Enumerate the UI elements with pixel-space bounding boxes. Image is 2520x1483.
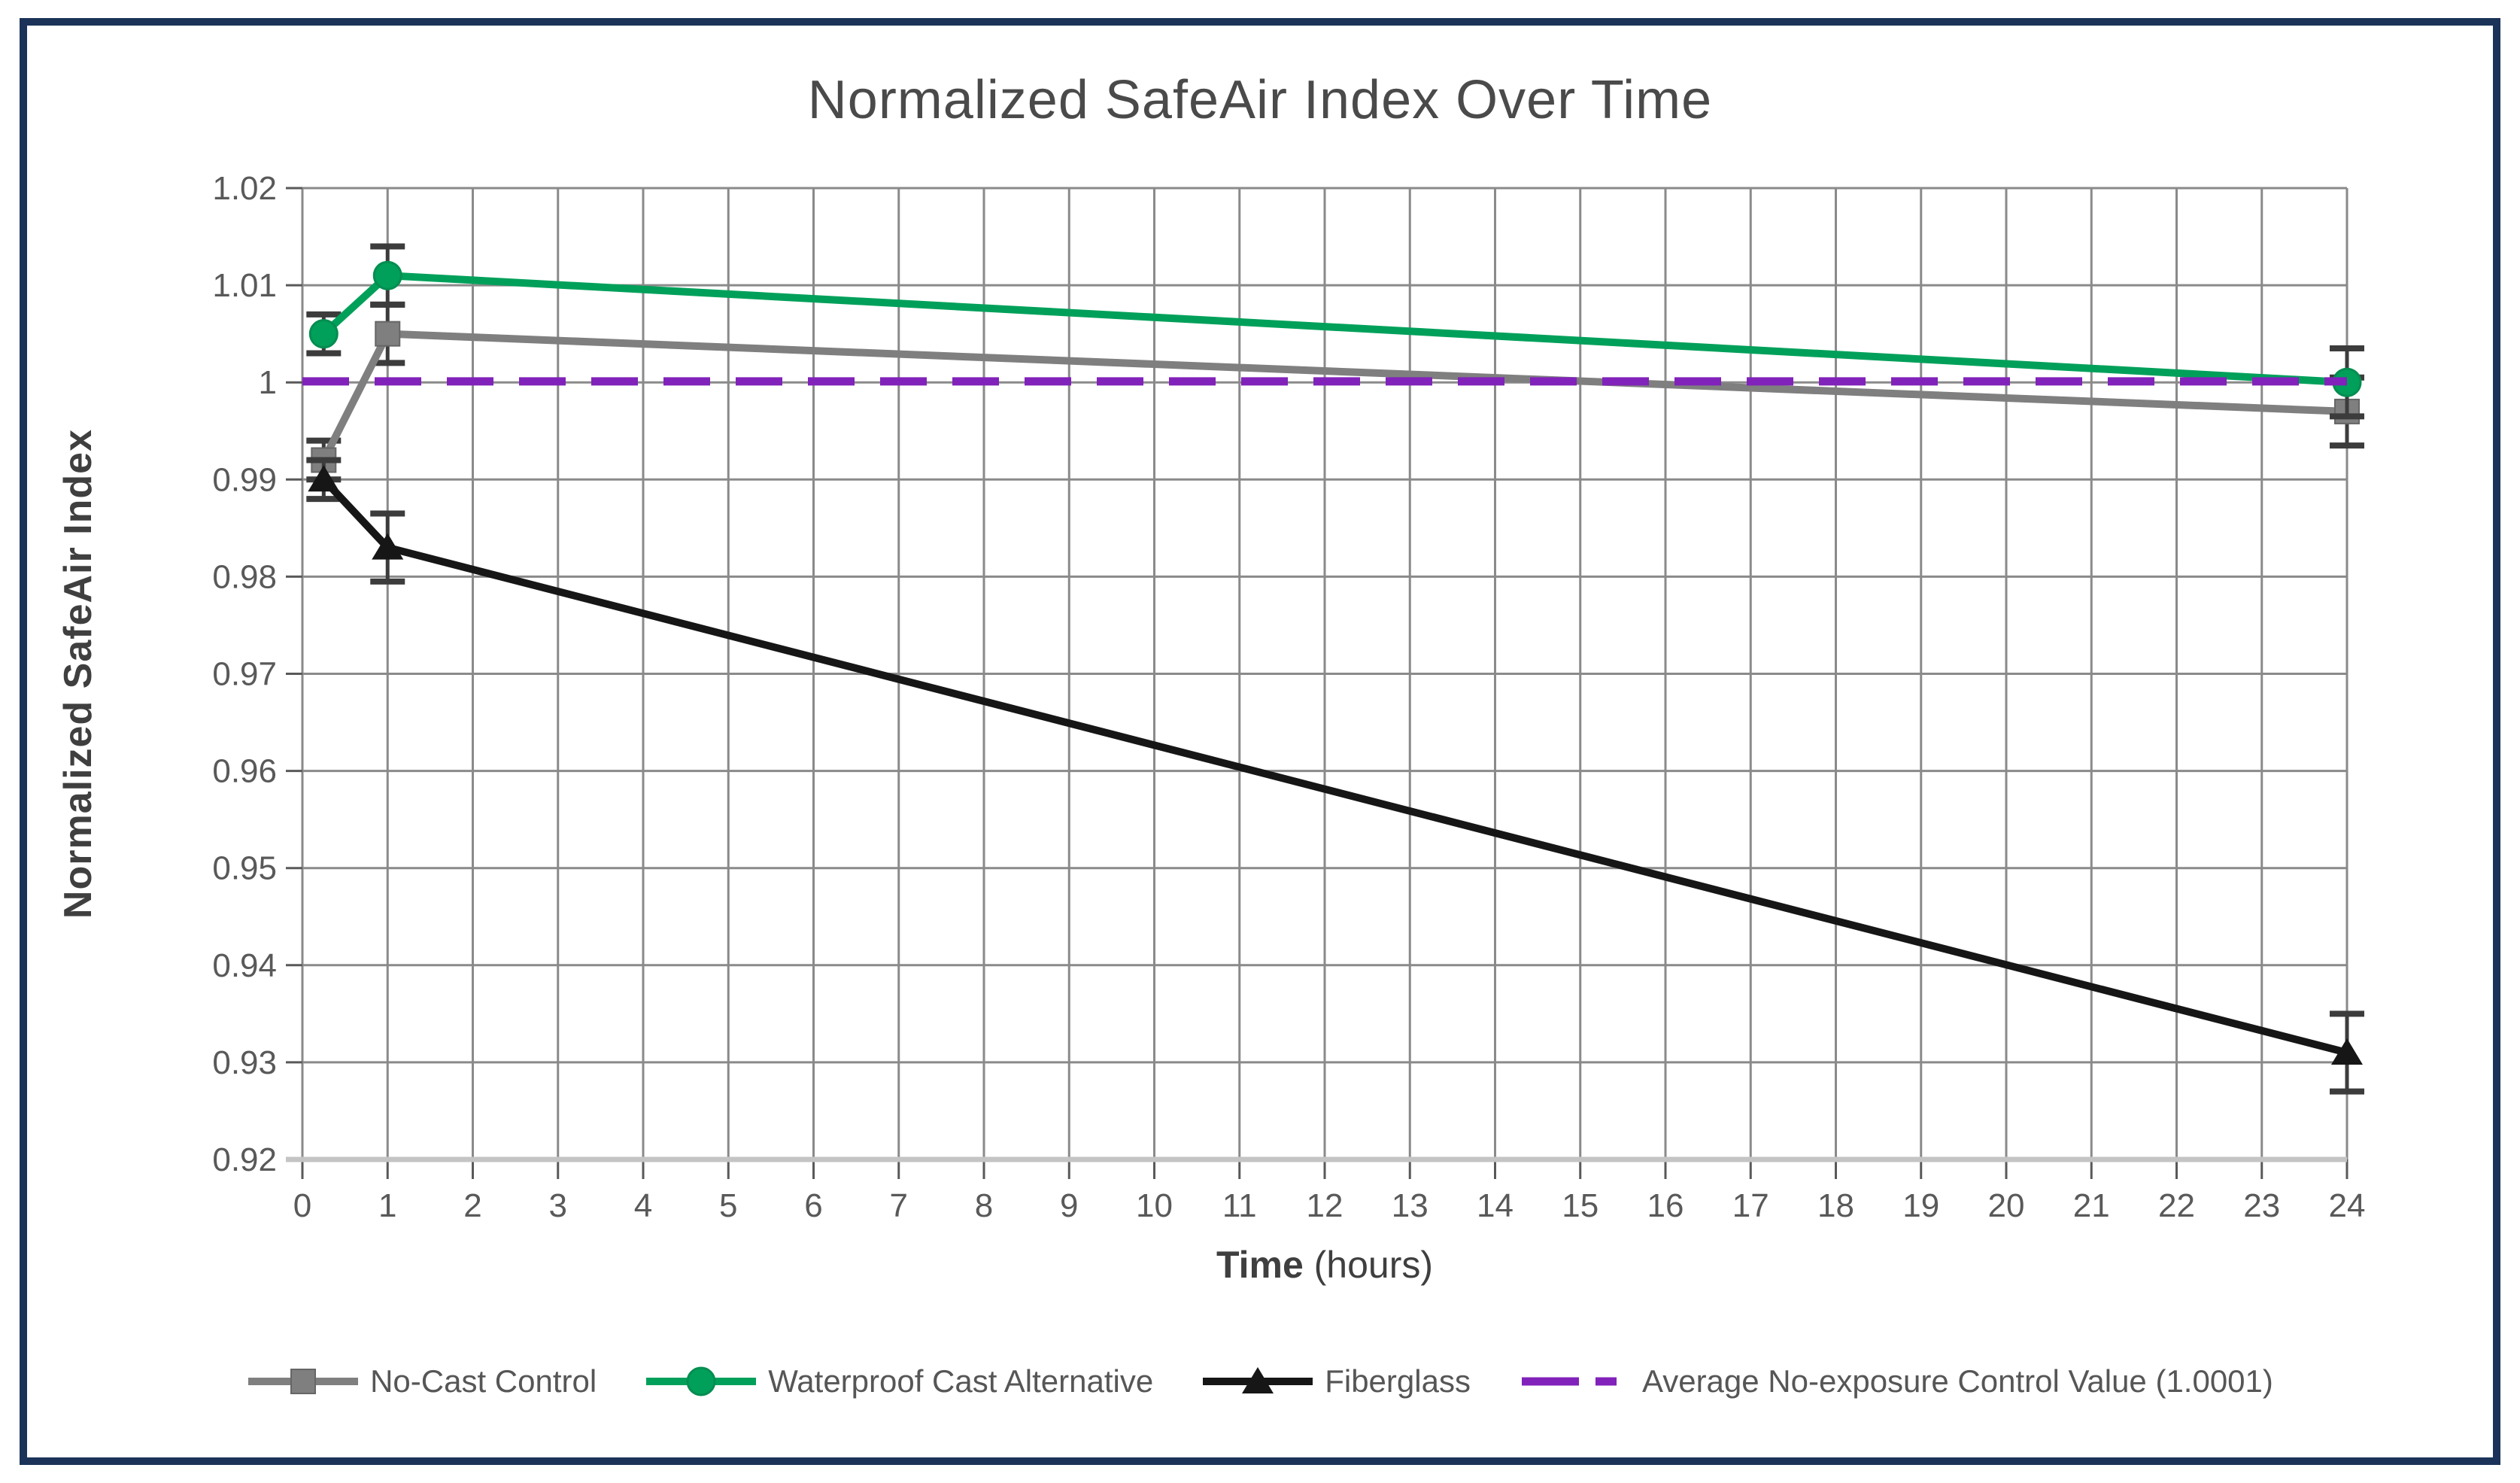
legend: No-Cast Control Waterproof Cast Alternati…	[0, 1363, 2520, 1399]
y-tick-label: 0.94	[212, 947, 277, 984]
x-tick-label: 17	[1732, 1187, 1769, 1224]
x-tick-label: 10	[1136, 1187, 1173, 1224]
x-tick-label: 4	[634, 1187, 652, 1224]
legend-item: Fiberglass	[1201, 1363, 1471, 1399]
y-tick-label: 0.96	[212, 753, 277, 790]
x-tick-label: 0	[293, 1187, 311, 1224]
x-tick-label: 16	[1647, 1187, 1684, 1224]
y-tick-label: 0.99	[212, 461, 277, 498]
legend-item: Waterproof Cast Alternative	[645, 1363, 1153, 1399]
x-tick-label: 19	[1902, 1187, 1939, 1224]
x-tick-label: 22	[2158, 1187, 2195, 1224]
x-tick-label: 11	[1222, 1187, 1257, 1224]
y-tick-label: 0.98	[212, 558, 277, 595]
x-tick-label: 2	[463, 1187, 481, 1224]
legend-label: Average No-exposure Control Value (1.000…	[1641, 1363, 2273, 1399]
axis-ticks	[286, 187, 2348, 1179]
x-tick-label: 14	[1477, 1187, 1514, 1224]
legend-item: No-Cast Control	[247, 1363, 597, 1399]
series-waterproof-cast-alternative	[306, 243, 2364, 420]
x-tick-label: 1	[378, 1187, 396, 1224]
legend-item: Average No-exposure Control Value (1.000…	[1519, 1363, 2273, 1399]
y-axis-title: Normalized SafeAir Index	[47, 188, 110, 1159]
y-axis-title-text: Normalized SafeAir Index	[56, 428, 100, 919]
legend-swatch-triangle-line	[1203, 1367, 1313, 1393]
x-tick-label: 8	[975, 1187, 993, 1224]
x-tick-label: 15	[1562, 1187, 1599, 1224]
x-tick-label: 12	[1307, 1187, 1343, 1224]
y-tick-label: 0.92	[212, 1141, 277, 1178]
legend-swatch-dashed-line	[1521, 1377, 1617, 1386]
x-tick-label: 24	[2329, 1187, 2366, 1224]
legend-label: Fiberglass	[1325, 1363, 1471, 1399]
x-axis-title-bold: Time	[1216, 1244, 1304, 1286]
x-tick-label: 18	[1817, 1187, 1854, 1224]
x-tick-label: 13	[1392, 1187, 1429, 1224]
y-tick-label: 1	[259, 364, 277, 401]
series-fiberglass	[306, 457, 2364, 1095]
legend-label: No-Cast Control	[370, 1363, 597, 1399]
gridlines	[301, 187, 2348, 1161]
legend-label: Waterproof Cast Alternative	[768, 1363, 1154, 1399]
y-tick-label: 1.02	[212, 170, 277, 207]
tick-labels: 1.02 1.01 1 0.99 0.98 0.97 0.96 0.95 0.94 0.93 0.9…	[212, 170, 2365, 1224]
x-tick-label: 20	[1988, 1187, 2025, 1224]
x-tick-label: 7	[890, 1187, 908, 1224]
x-tick-label: 5	[719, 1187, 737, 1224]
y-tick-label: 0.97	[212, 656, 277, 693]
x-tick-label: 23	[2243, 1187, 2280, 1224]
x-tick-label: 9	[1060, 1187, 1078, 1224]
x-tick-label: 21	[2073, 1187, 2110, 1224]
chart-title: Normalized SafeAir Index Over Time	[807, 70, 1713, 130]
x-tick-label: 3	[549, 1187, 567, 1224]
y-tick-label: 0.95	[212, 850, 277, 887]
legend-swatch-circle-line	[646, 1366, 757, 1396]
legend-swatch-square-line	[248, 1369, 359, 1394]
y-tick-label: 1.01	[212, 267, 277, 304]
x-tick-label: 6	[804, 1187, 822, 1224]
x-axis-title: Time (hours)	[302, 1243, 2347, 1287]
y-tick-label: 0.93	[212, 1044, 277, 1081]
x-axis-title-unit: (hours)	[1303, 1244, 1434, 1286]
